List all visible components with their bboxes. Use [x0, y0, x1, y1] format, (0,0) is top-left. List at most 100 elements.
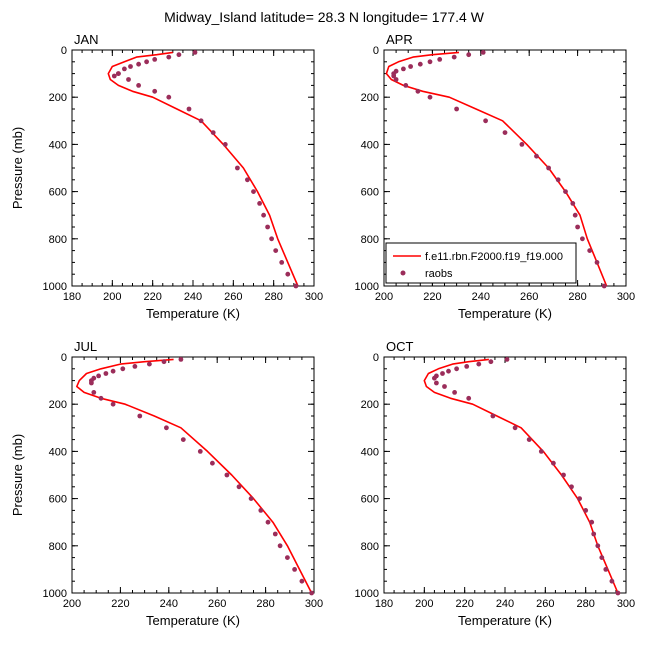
data-point-raobs — [210, 130, 216, 136]
panel-label: APR — [386, 32, 413, 47]
data-point-raobs — [603, 567, 609, 572]
data-point-raobs — [248, 496, 254, 501]
x-axis-label: Temperature (K) — [458, 306, 552, 321]
data-point-raobs — [591, 531, 597, 537]
y-tick-label: 400 — [49, 446, 67, 458]
y-tick-label: 0 — [61, 45, 67, 57]
x-tick-label: 260 — [520, 291, 538, 303]
x-tick-label: 240 — [160, 598, 178, 610]
legend-obs-label: raobs — [425, 268, 453, 280]
data-point-raobs — [466, 395, 472, 401]
y-tick-label: 600 — [49, 187, 67, 199]
data-point-raobs — [192, 50, 198, 55]
x-axis-label: Temperature (K) — [146, 613, 240, 628]
data-point-raobs — [224, 472, 230, 478]
data-point-raobs — [128, 64, 133, 69]
data-point-raobs — [427, 59, 433, 65]
x-tick-label: 240 — [184, 291, 202, 303]
x-tick-label: 220 — [455, 598, 473, 610]
data-point-raobs — [577, 496, 582, 501]
y-tick-label: 0 — [373, 352, 379, 364]
series-line-model — [76, 358, 313, 594]
data-point-raobs — [111, 73, 117, 79]
data-point-raobs — [258, 508, 264, 513]
x-tick-label: 220 — [111, 598, 129, 610]
data-point-raobs — [152, 57, 158, 62]
x-tick-label: 200 — [375, 291, 393, 303]
y-tick-label: 1000 — [43, 588, 67, 600]
data-point-raobs — [534, 153, 539, 159]
data-point-raobs — [451, 54, 457, 60]
data-point-raobs — [178, 357, 184, 362]
plot-frame — [383, 356, 627, 594]
data-point-raobs — [235, 165, 240, 171]
data-point-raobs — [136, 83, 142, 88]
data-point-raobs — [504, 357, 510, 362]
y-tick-label: 400 — [361, 446, 379, 458]
data-point-raobs — [166, 54, 172, 60]
data-point-raobs — [277, 543, 283, 549]
data-point-raobs — [555, 177, 561, 183]
x-tick-label: 300 — [305, 291, 323, 303]
data-point-raobs — [103, 371, 109, 376]
data-point-raobs — [538, 449, 544, 454]
data-point-raobs — [575, 224, 580, 230]
data-point-raobs — [144, 59, 150, 65]
data-point-raobs — [466, 52, 472, 58]
data-point-raobs — [120, 366, 126, 372]
data-point-raobs — [570, 201, 576, 206]
data-point-raobs — [561, 472, 566, 478]
data-point-raobs — [546, 165, 551, 171]
data-point-raobs — [164, 425, 169, 431]
y-tick-label: 800 — [49, 234, 67, 246]
panel-jan: 180 200 220 240 260 280 300 0 200 400 600 800 1000 JA… — [10, 32, 323, 321]
data-point-raobs — [293, 283, 299, 289]
data-point-raobs — [309, 590, 314, 596]
data-point-raobs — [490, 413, 496, 419]
panel-label: JUL — [74, 339, 97, 354]
data-point-raobs — [403, 83, 409, 88]
y-tick-label: 1000 — [355, 281, 379, 293]
y-tick-label: 800 — [361, 541, 379, 553]
x-tick-label: 280 — [256, 598, 274, 610]
data-point-raobs — [609, 578, 615, 584]
x-tick-label: 260 — [224, 291, 242, 303]
data-point-raobs — [222, 142, 228, 147]
x-tick-label: 280 — [264, 291, 282, 303]
data-point-raobs — [393, 77, 399, 82]
data-point-raobs — [401, 66, 406, 72]
data-point-raobs — [245, 177, 250, 183]
y-tick-label: 200 — [361, 399, 379, 411]
data-point-raobs — [391, 73, 397, 79]
data-point-raobs — [599, 555, 605, 560]
panel-label: OCT — [386, 339, 414, 354]
x-tick-label: 300 — [617, 291, 635, 303]
data-point-raobs — [272, 531, 278, 537]
x-tick-label: 280 — [576, 598, 594, 610]
data-point-raobs — [285, 555, 290, 560]
data-point-raobs — [427, 94, 433, 100]
data-point-raobs — [519, 142, 525, 147]
y-tick-label: 200 — [49, 399, 67, 411]
data-point-raobs — [176, 52, 182, 58]
data-point-raobs — [464, 364, 470, 369]
y-tick-label: 400 — [49, 139, 67, 151]
legend-model-label: f.e11.rbn.F2000.f19_f19.000 — [425, 251, 563, 263]
x-tick-label: 180 — [63, 291, 81, 303]
data-point-raobs — [279, 260, 285, 265]
data-point-raobs — [580, 236, 585, 242]
x-tick-label: 220 — [143, 291, 161, 303]
x-tick-label: 200 — [415, 598, 433, 610]
data-point-raobs — [526, 437, 532, 442]
legend: f.e11.rbn.F2000.f19_f19.000 raobs — [385, 242, 577, 284]
data-point-raobs — [251, 189, 256, 195]
data-point-raobs — [152, 88, 158, 94]
data-point-raobs — [91, 390, 97, 395]
data-point-raobs — [261, 212, 266, 218]
data-point-raobs — [98, 395, 104, 401]
data-point-raobs — [551, 460, 556, 466]
panel-apr: 200 220 240 260 280 300 0 200 400 600 800 1000 APR Te… — [355, 32, 636, 321]
panels: 180 200 220 240 260 280 300 0 200 400 600 800 1000 JA… — [10, 32, 635, 628]
y-tick-label: 400 — [361, 139, 379, 151]
